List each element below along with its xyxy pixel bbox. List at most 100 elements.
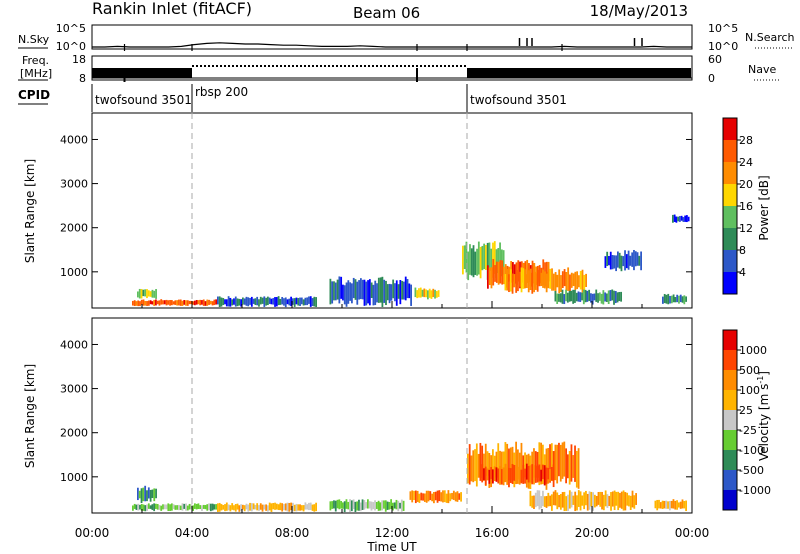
echo-cell [379, 502, 382, 511]
echo-cell [667, 293, 670, 305]
echo-cell [383, 500, 385, 509]
echo-cell [306, 297, 309, 306]
echo-cell [497, 261, 500, 285]
echo-cell [299, 297, 301, 306]
echo-cell [163, 300, 166, 305]
echo-cell [354, 279, 357, 300]
echo-cell [558, 269, 561, 294]
echo-cell [133, 300, 136, 307]
echo-cell [142, 299, 145, 306]
echo-cell [240, 299, 242, 307]
echo-cell [506, 443, 509, 485]
echo-cell [475, 443, 478, 487]
colorbar-swatch [723, 162, 737, 185]
echo-cell [436, 490, 439, 503]
echo-cell [250, 296, 253, 307]
nsky-tick-top: 10^5 [56, 22, 86, 35]
echo-cell [581, 292, 583, 301]
echo-cell [543, 271, 546, 289]
echo-cell [295, 297, 298, 305]
echo-cell [606, 494, 609, 508]
echo-cell [631, 490, 634, 508]
echo-cell [492, 258, 495, 286]
echo-cell [160, 299, 163, 305]
echo-cell [609, 290, 612, 302]
echo-cell [676, 500, 678, 510]
echo-cell [534, 465, 537, 481]
echo-cell [279, 298, 282, 305]
echo-cell [215, 504, 218, 510]
y-tick-label: 2000 [60, 222, 88, 235]
echo-cell [263, 296, 266, 307]
echo-cell [486, 451, 489, 476]
echo-cell [429, 491, 432, 501]
echo-cell [368, 279, 371, 306]
echo-cell [485, 244, 487, 270]
echo-cell [342, 502, 344, 509]
echo-cell [582, 289, 585, 305]
echo-cell [565, 448, 567, 484]
x-tick-label: 04:00 [175, 526, 210, 540]
echo-cell [515, 262, 518, 285]
echo-cell [404, 276, 407, 301]
nsky-panel [91, 24, 693, 50]
echo-cell [249, 297, 251, 305]
echo-cell [163, 504, 166, 510]
echo-cell [229, 297, 232, 307]
echo-cell [220, 504, 223, 511]
echo-cell [604, 292, 607, 302]
echo-cell [367, 280, 369, 304]
echo-cell [559, 493, 562, 510]
echo-cell [492, 469, 494, 484]
echo-cell [540, 496, 543, 509]
echo-cell [602, 494, 605, 511]
echo-cell [292, 298, 294, 305]
echo-cell [418, 493, 421, 503]
echo-cell [340, 276, 343, 299]
echo-cell [218, 502, 221, 512]
echo-cell [577, 291, 580, 302]
echo-cell [208, 299, 210, 305]
echo-cell [624, 250, 626, 271]
beam-label: Beam 06 [353, 4, 420, 22]
echo-cell [179, 505, 182, 510]
echo-cell [569, 274, 571, 292]
echo-cell [388, 283, 391, 304]
echo-cell [147, 300, 150, 306]
echo-cell [292, 502, 294, 512]
echo-cell [509, 447, 512, 483]
echo-cell [547, 271, 550, 289]
echo-cell [576, 495, 578, 511]
echo-cell [383, 279, 386, 303]
echo-cell [363, 279, 366, 306]
nave-label: Nave [748, 63, 776, 76]
echo-cell [286, 299, 289, 305]
echo-cell [431, 493, 434, 502]
echo-cell [169, 300, 171, 306]
echo-cell [592, 492, 594, 511]
echo-cell [522, 464, 525, 484]
echo-cell [139, 504, 141, 510]
echo-cell [370, 282, 373, 299]
station-title: Rankin Inlet (fitACF) [92, 0, 252, 18]
echo-cell [604, 256, 607, 268]
colorbar-swatch [723, 228, 737, 251]
echo-cell [247, 297, 250, 307]
echo-cell [578, 275, 580, 288]
echo-cell [487, 265, 489, 289]
echo-cell [397, 284, 400, 299]
y-tick-label: 1000 [60, 471, 88, 484]
freq-label: Freq. [22, 54, 49, 67]
echo-cell [465, 241, 468, 273]
echo-cell [167, 503, 170, 511]
echo-cell [149, 505, 152, 509]
echo-cell [432, 288, 435, 298]
y-tick-label: 1000 [60, 266, 88, 279]
echo-cell [329, 278, 332, 305]
echo-cell [520, 267, 523, 293]
echo-cell [249, 502, 251, 511]
echo-cell [367, 499, 369, 509]
echo-cell [670, 500, 673, 509]
echo-cell [183, 299, 186, 305]
